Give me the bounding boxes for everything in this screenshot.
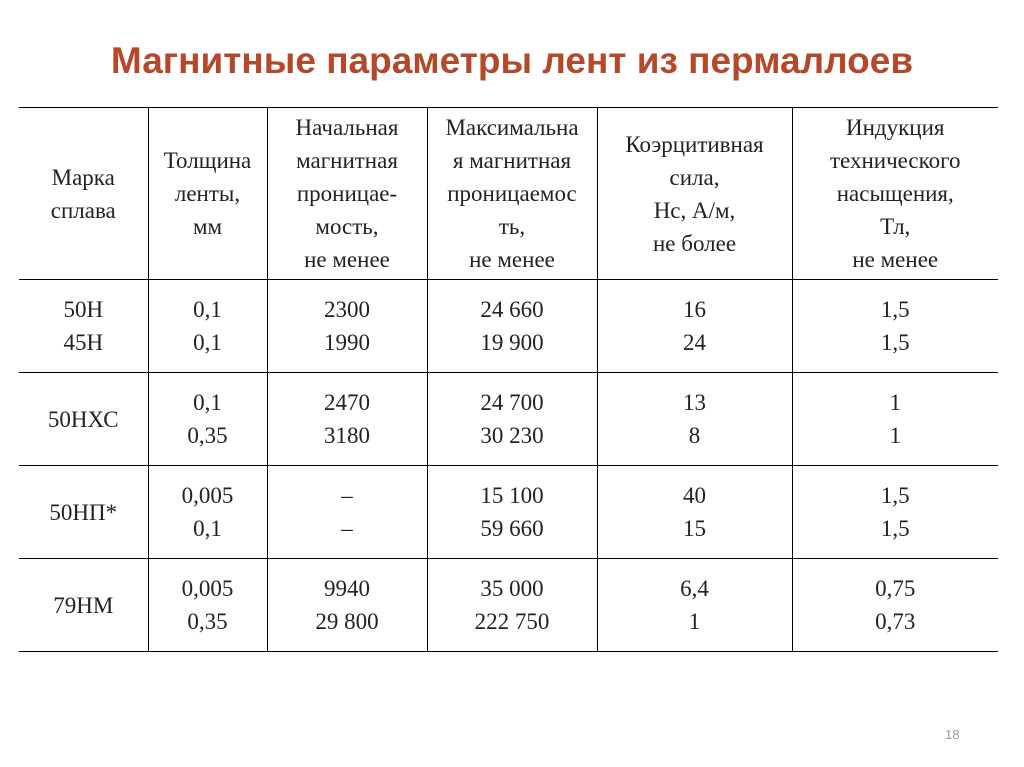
cell-coercive-force: 13 8 — [596, 372, 793, 466]
cell-grade: 50НХС — [19, 372, 149, 466]
cell-initial-permeability: – – — [266, 465, 428, 559]
cell-coercive-force: 6,4 1 — [596, 558, 793, 652]
table-row: 79НМ 0,005 0,35 9940 29 800 35 000 222 7… — [19, 558, 998, 652]
cell-saturation-induction: 1,5 1,5 — [791, 465, 998, 559]
header-coercive-force: Коэрцитивная сила, Hc, А/м, не более — [596, 107, 793, 280]
cell-grade: 79НМ — [19, 558, 149, 652]
cell-saturation-induction: 0,75 0,73 — [791, 558, 998, 652]
cell-grade: 50Н 45Н — [19, 279, 149, 373]
header-thickness: Толщина ленты, мм — [147, 107, 268, 280]
cell-coercive-force: 16 24 — [596, 279, 793, 373]
table-row: 50НП* 0,005 0,1 – – 15 100 59 660 40 15 … — [19, 465, 998, 559]
cell-saturation-induction: 1,5 1,5 — [791, 279, 998, 373]
header-initial-permeability: Начальная магнитная проницае- мость, не … — [266, 107, 428, 280]
cell-thickness: 0,005 0,1 — [147, 465, 268, 559]
permalloy-parameters-table: Марка сплава Толщина ленты, мм Начальная… — [19, 107, 998, 652]
table-header-row: Марка сплава Толщина ленты, мм Начальная… — [19, 107, 998, 280]
cell-thickness: 0,005 0,35 — [147, 558, 268, 652]
cell-thickness: 0,1 0,35 — [147, 372, 268, 466]
cell-grade: 50НП* — [19, 465, 149, 559]
cell-initial-permeability: 9940 29 800 — [266, 558, 428, 652]
table-row: 50Н 45Н 0,1 0,1 2300 1990 24 660 19 900 … — [19, 279, 998, 373]
slide-title: Магнитные параметры лент из пермаллоев — [110, 40, 914, 81]
cell-coercive-force: 40 15 — [596, 465, 793, 559]
cell-max-permeability: 15 100 59 660 — [426, 465, 598, 559]
cell-initial-permeability: 2300 1990 — [266, 279, 428, 373]
cell-max-permeability: 24 700 30 230 — [426, 372, 598, 466]
cell-max-permeability: 35 000 222 750 — [426, 558, 598, 652]
page-number: 18 — [945, 727, 960, 742]
cell-saturation-induction: 1 1 — [791, 372, 998, 466]
cell-initial-permeability: 2470 3180 — [266, 372, 428, 466]
header-max-permeability: Максимальна я магнитная проницаемос ть, … — [426, 107, 598, 280]
cell-max-permeability: 24 660 19 900 — [426, 279, 598, 373]
cell-thickness: 0,1 0,1 — [147, 279, 268, 373]
header-grade: Марка сплава — [19, 107, 149, 280]
header-saturation-induction: Индукция технического насыщения, Тл, не … — [791, 107, 998, 280]
table-row: 50НХС 0,1 0,35 2470 3180 24 700 30 230 1… — [19, 372, 998, 466]
